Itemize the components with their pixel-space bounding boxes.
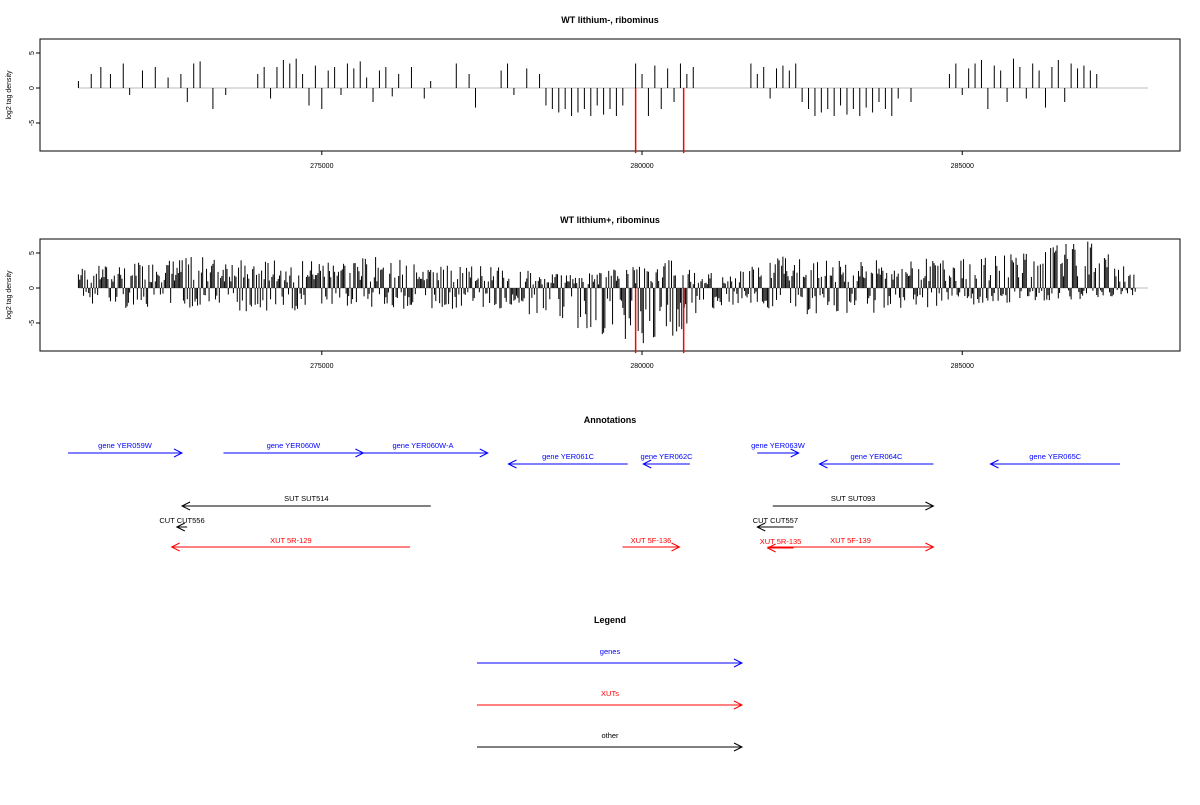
coverage-marks	[77, 241, 1148, 354]
feature-label: SUT SUT514	[284, 494, 328, 503]
panel-lithium-plus: WT lithium+, ribominus log2 tag density …	[6, 215, 1181, 370]
legend-entry: genes	[477, 647, 744, 668]
panel-title: WT lithium-, ribominus	[561, 15, 659, 25]
panel-title: WT lithium+, ribominus	[560, 215, 660, 225]
annotation-feature: XUT 5F-139	[767, 536, 935, 552]
legend-arrow	[733, 658, 744, 668]
y-tick-label: -5	[29, 320, 36, 326]
arrow-head	[479, 448, 489, 458]
legend-arrow	[733, 742, 744, 752]
y-tick-label: 0	[29, 86, 36, 90]
x-tick-label: 280000	[630, 363, 653, 370]
annotation-feature: gene YER061C	[507, 452, 628, 469]
annotation-feature: gene YER060W	[223, 441, 365, 458]
annotation-feature: XUT 5R-135	[760, 537, 802, 553]
legend-label: genes	[600, 647, 621, 656]
feature-label: XUT 5F-136	[631, 536, 672, 545]
feature-label: gene YER063W	[751, 441, 806, 450]
y-axis-label: log2 tag density	[6, 70, 13, 120]
coverage-marks	[77, 58, 1148, 154]
legend-arrow	[733, 700, 744, 710]
feature-label: gene YER061C	[542, 452, 595, 461]
arrow-head	[756, 522, 766, 532]
panel-lithium-minus: WT lithium-, ribominus log2 tag density …	[6, 15, 1181, 170]
legend-entry: XUTs	[477, 689, 744, 710]
arrow-head	[989, 459, 999, 469]
arrow-head	[790, 448, 800, 458]
feature-label: XUT 5R-135	[760, 537, 802, 546]
plot-frame	[39, 38, 1181, 152]
annotations-title: Annotations	[584, 415, 637, 425]
x-tick-label: 275000	[310, 363, 333, 370]
arrow-head	[180, 501, 191, 511]
feature-label: SUT SUT093	[831, 494, 875, 503]
arrow-head	[175, 522, 186, 532]
feature-label: gene YER060W	[267, 441, 322, 450]
feature-label: gene YER062C	[641, 452, 694, 461]
x-tick-label: 285000	[951, 163, 974, 170]
legend-label: other	[601, 731, 619, 740]
y-axis-label: log2 tag density	[6, 270, 13, 320]
arrow-head	[642, 459, 652, 469]
y-tick-label: 5	[29, 251, 36, 255]
annotation-feature: gene YER060W-A	[358, 441, 489, 458]
annotation-feature: gene YER064C	[818, 452, 934, 469]
arrow-head	[818, 459, 828, 469]
annotation-feature: gene YER059W	[68, 441, 184, 458]
y-tick-label: 0	[29, 286, 36, 290]
arrow-head	[671, 542, 681, 552]
feature-label: gene YER065C	[1029, 452, 1082, 461]
annotation-feature: XUT 5F-136	[622, 536, 681, 552]
annotation-feature: CUT CUT557	[753, 516, 798, 532]
feature-label: CUT CUT556	[159, 516, 204, 525]
legend-title: Legend	[594, 615, 626, 625]
feature-label: CUT CUT557	[753, 516, 798, 525]
feature-label: gene YER060W-A	[392, 441, 453, 450]
annotation-feature: XUT 5R-129	[170, 536, 411, 552]
legend-entry: other	[477, 731, 744, 752]
annotation-feature: SUT SUT514	[180, 494, 431, 511]
feature-label: XUT 5F-139	[830, 536, 871, 545]
x-tick-label: 280000	[630, 163, 653, 170]
annotation-feature: CUT CUT556	[159, 516, 205, 532]
x-tick-label: 275000	[310, 163, 333, 170]
annotation-feature: gene YER062C	[641, 452, 694, 469]
arrow-head	[173, 448, 184, 458]
annotations-panel: Annotations gene YER059W gene YER060W gene…	[68, 415, 1120, 553]
annotation-feature: gene YER063W	[751, 441, 806, 458]
legend-label: XUTs	[601, 689, 619, 698]
arrow-head	[925, 501, 935, 511]
plot-frame	[39, 238, 1181, 352]
legend-panel: Legend genes XUTs other	[477, 615, 744, 752]
annotation-feature: SUT SUT093	[772, 494, 935, 511]
annotation-feature: gene YER065C	[989, 452, 1120, 469]
feature-label: gene YER064C	[850, 452, 903, 461]
y-tick-label: 5	[29, 51, 36, 55]
arrow-head	[766, 543, 776, 553]
y-tick-label: -5	[29, 120, 36, 126]
feature-label: XUT 5R-129	[270, 536, 312, 545]
arrow-head	[925, 542, 935, 552]
x-tick-label: 285000	[951, 363, 974, 370]
arrow-head	[507, 459, 517, 469]
feature-label: gene YER059W	[98, 441, 153, 450]
arrow-head	[170, 542, 180, 552]
